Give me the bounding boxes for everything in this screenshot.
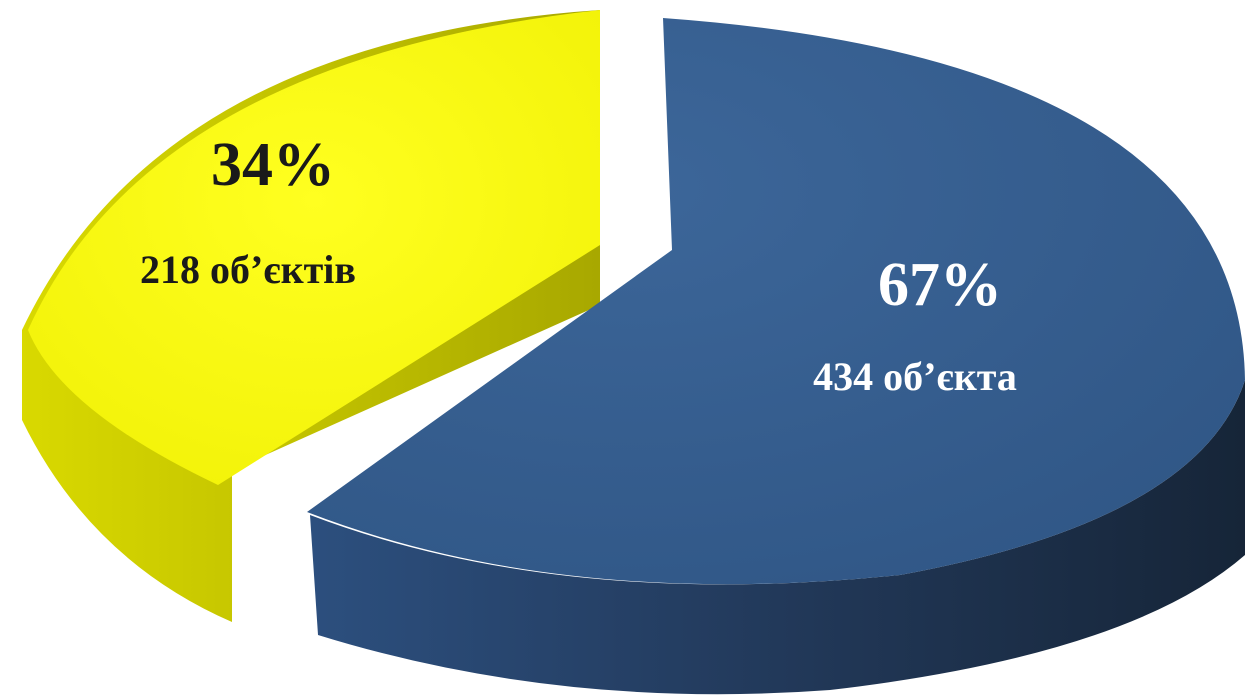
pie-slice-0-count-label: 218 об’єктів	[140, 247, 356, 292]
pie-slice-1: 67% 434 об’єкта	[307, 18, 1245, 695]
pie-slice-1-count-label: 434 об’єкта	[813, 354, 1017, 399]
pie-slice-0-top	[28, 10, 600, 485]
pie-slice-0: 34% 218 об’єктів	[22, 10, 600, 622]
pie-slice-1-percent-label: 67%	[878, 251, 1002, 319]
pie-slice-0-percent-label: 34%	[211, 131, 335, 199]
pie-slice-1-top	[307, 18, 1245, 585]
pie-slice-1-side	[310, 380, 1245, 695]
